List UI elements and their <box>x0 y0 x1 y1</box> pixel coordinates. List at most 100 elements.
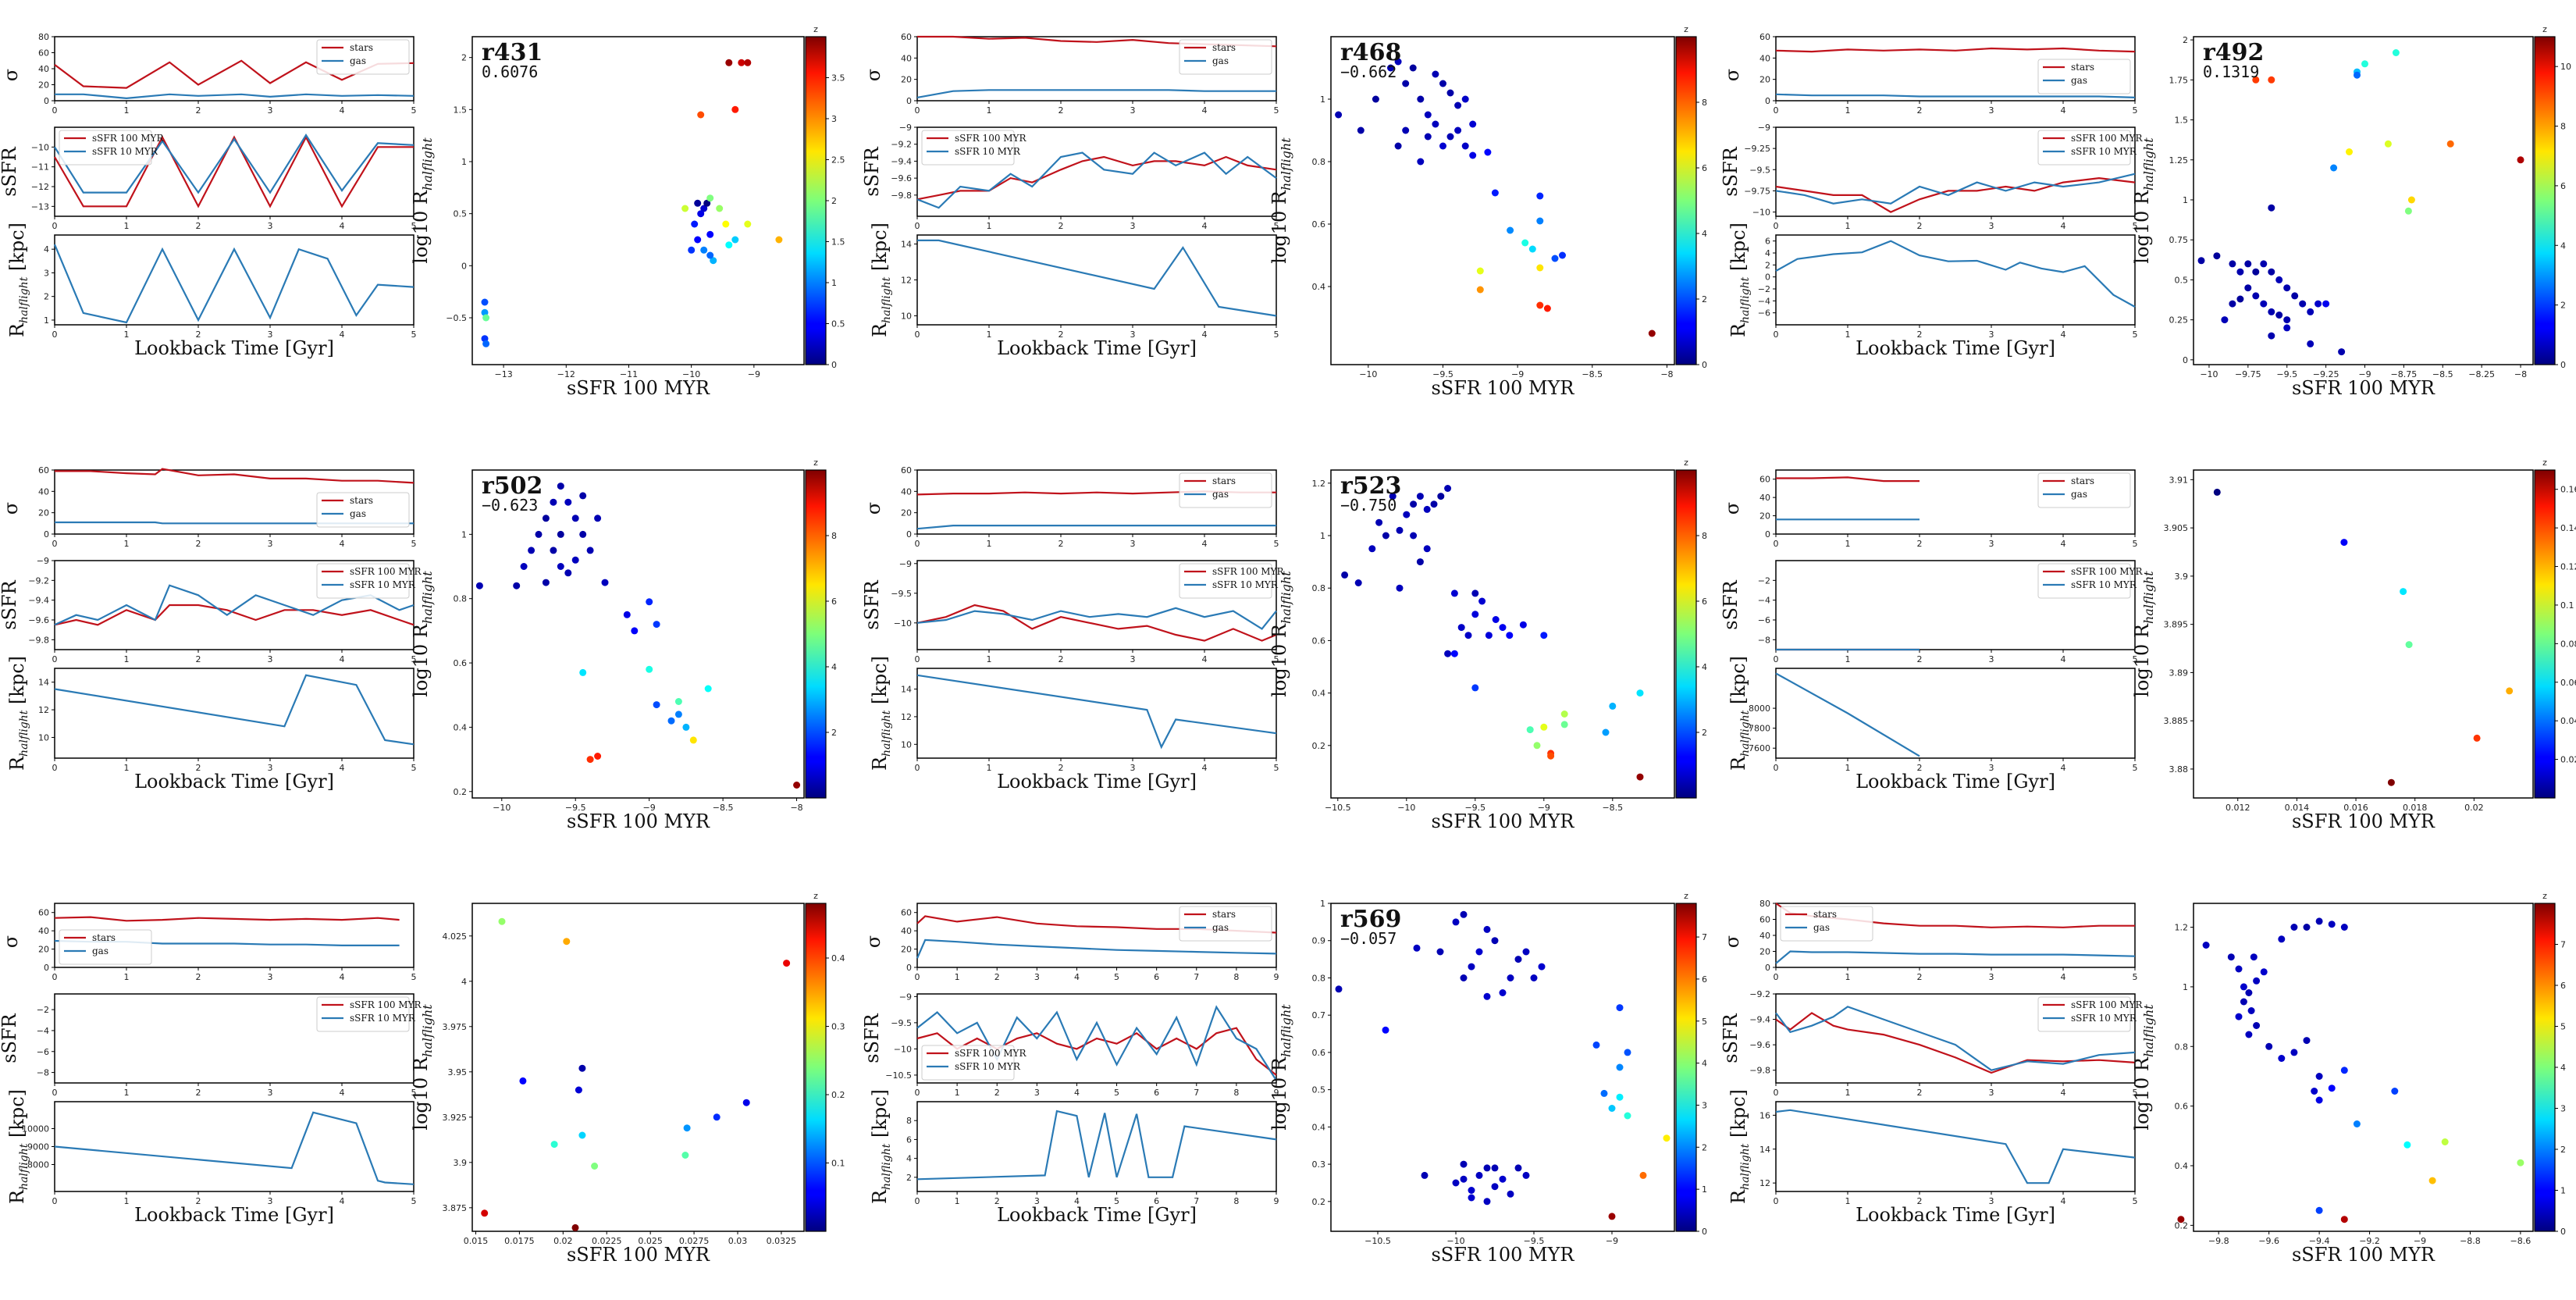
0|r-xtick-label: 2 <box>196 329 201 340</box>
scatter-point <box>1636 773 1644 781</box>
scatter-point <box>2384 140 2392 148</box>
colorbar-tick-label: 2.5 <box>831 155 845 166</box>
0|x-xtick-label: −10 <box>682 369 700 379</box>
legend-entry: gas <box>350 55 366 66</box>
rhalf-ylabel-main: R <box>6 1189 28 1204</box>
4|x-xtick-label: −10 <box>1397 803 1415 813</box>
scatter-point <box>1471 611 1479 618</box>
scatter-axes <box>2193 36 2534 365</box>
legend: stars gas <box>1179 472 1272 508</box>
3|s-xtick-label: 0 <box>52 539 58 549</box>
1|f-ytick-label: −9 <box>899 123 912 133</box>
4|x-xtick-label: −9 <box>1538 803 1550 813</box>
0|x-ytick-label: 0 <box>461 261 467 271</box>
scatter-point <box>2473 734 2481 742</box>
scatter-ylabel-sub: halflight <box>1279 571 1293 624</box>
rhalf-axes <box>916 1101 1277 1192</box>
sigma-ylabel: σ <box>863 502 884 515</box>
sigma-ylabel: σ <box>0 502 22 515</box>
4|r-xtick-label: 1 <box>987 763 992 773</box>
3|r-xtick-label: 2 <box>196 763 201 773</box>
scatter-plot: −10 −9.5 −9 −8.5 −8 0.2 0.4 0.6 0.8 1 sSFR 100 MYR… <box>410 469 805 832</box>
colorbar-tick-label: 0.1 <box>2560 600 2574 611</box>
1|f-xtick-label: 3 <box>1130 221 1136 231</box>
4|f-xtick-label: 0 <box>915 654 920 664</box>
stars-line <box>54 916 400 922</box>
8|x-ytick-label: 0.4 <box>2175 1161 2189 1171</box>
4|f-xtick-label: 5 <box>1274 654 1279 664</box>
5|s-ytick-label: 40 <box>1759 493 1770 503</box>
scatter-point <box>1551 255 1559 262</box>
7|r-ytick-label: 6 <box>906 1134 912 1145</box>
scatter-point <box>1410 532 1418 540</box>
ssfr-axes <box>1775 560 2136 650</box>
ssfr-ylabel: sSFR <box>0 1013 20 1063</box>
7|r-xtick-label: 1 <box>955 1196 960 1206</box>
6|x-xtick-label: 0.025 <box>638 1236 663 1246</box>
scatter-point <box>481 1209 489 1217</box>
1|x-xtick-label: −10 <box>1359 369 1377 379</box>
scatter-xlabel: sSFR 100 MYR <box>1431 810 1574 832</box>
scatter-point <box>1616 1093 1624 1101</box>
scatter-point <box>2307 308 2314 315</box>
time-xlabel: Lookback Time [Gyr] <box>997 1204 1197 1226</box>
3|x-ytick-label: 0.8 <box>454 594 468 604</box>
2|s-xtick-label: 4 <box>2061 105 2066 116</box>
scatter-point <box>1592 1041 1600 1049</box>
colorbar-label: z <box>813 891 818 901</box>
ssfr10-line <box>916 1005 1277 1081</box>
scatter-point <box>1432 120 1439 128</box>
2|x-xtick-label: −8 <box>2514 369 2527 379</box>
scatter-point <box>1476 286 1484 294</box>
2|r-ytick-label: −4 <box>1758 296 1770 306</box>
scatter-point <box>564 569 572 577</box>
4|f-xtick-label: 4 <box>1202 654 1208 664</box>
rhalf-ylabel-main: R <box>1727 1189 1749 1204</box>
scatter-point <box>2240 998 2247 1006</box>
sigma-axes <box>916 903 1277 968</box>
scatter-point <box>1471 684 1479 692</box>
scatter-point <box>2328 1085 2336 1092</box>
3|s-xtick-label: 3 <box>268 539 273 549</box>
scatter-point <box>2340 1067 2348 1074</box>
scatter-point <box>1382 1026 1389 1034</box>
rhalf-line <box>917 239 1277 317</box>
scatter-point <box>1446 133 1454 141</box>
7|x-xtick-label: −9.5 <box>1524 1236 1545 1246</box>
scatter-point <box>2391 1088 2399 1095</box>
scatter-ylabel: log10 Rhalflight <box>410 1004 435 1131</box>
colorbar-tick-label: 0.12 <box>2560 562 2576 572</box>
colorbar: 0 1 2 3 4 5 6 7 z <box>2534 891 2566 1237</box>
scatter-point <box>710 257 717 265</box>
ssfr-ylabel: sSFR <box>1720 146 1742 196</box>
scatter-point <box>1624 1112 1631 1120</box>
5|f-xtick-label: 4 <box>2061 654 2066 664</box>
panel-name: r569 <box>1340 906 1401 933</box>
scatter-point <box>700 246 708 254</box>
7|x-ytick-label: 0.3 <box>1312 1159 1326 1170</box>
colorbar-label: z <box>1684 24 1688 34</box>
scatter-point <box>1357 126 1364 134</box>
rhalf-line <box>1775 240 2136 308</box>
7|x-ytick-label: 0.4 <box>1312 1122 1326 1132</box>
scatter-point <box>1416 493 1424 500</box>
scatter-point <box>683 1124 691 1132</box>
2|r-xtick-label: 1 <box>1845 329 1851 340</box>
rhalf-ylabel-main: R <box>6 756 28 771</box>
4|r-ytick-label: 14 <box>901 685 912 695</box>
colorbar-tick-label: 0.5 <box>831 319 845 329</box>
7|r-xtick-label: 5 <box>1114 1196 1119 1206</box>
8|r-ytick-label: 14 <box>1759 1145 1770 1155</box>
4|x-ytick-label: 0.8 <box>1312 583 1326 593</box>
scatter-point <box>481 298 489 306</box>
2|x-ytick-label: 1.5 <box>2175 116 2189 126</box>
7|x-ytick-label: 0.6 <box>1312 1048 1326 1058</box>
scatter-point <box>1514 1164 1522 1172</box>
5|x-xtick-label: 0.012 <box>2226 803 2250 813</box>
scatter-point <box>1460 1175 1468 1183</box>
0|s-ytick-label: 20 <box>38 80 49 91</box>
legend-entry: gas <box>1212 922 1229 933</box>
7|f-ytick-label: −9.5 <box>891 1018 912 1028</box>
